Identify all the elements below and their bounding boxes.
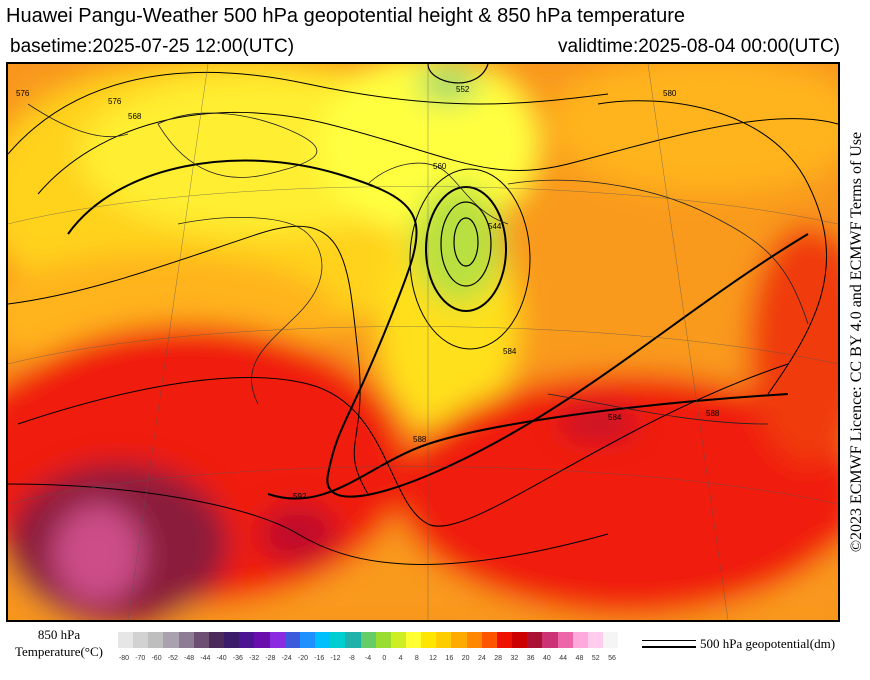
colorbar-tick-label: -70	[135, 655, 146, 662]
colorbar-swatch	[118, 632, 134, 648]
colorbar-tick-label: 56	[608, 655, 616, 662]
colorbar-label: 850 hPa Temperature(°C)	[14, 627, 104, 659]
colorbar-tick-label: -8	[348, 655, 355, 662]
colorbar-tick-label: -48	[184, 655, 195, 662]
colorbar-tick-label: -80	[118, 655, 130, 662]
colorbar-tick-label: 8	[414, 655, 419, 662]
colorbar-swatch	[193, 632, 209, 648]
colorbar-swatch	[148, 632, 164, 648]
contour-label: 576	[16, 89, 30, 98]
weather-map: 552 544 560 568 576 584 588 592 580 576 …	[6, 62, 840, 622]
colorbar-swatch	[542, 632, 558, 648]
contour-label: 584	[503, 347, 517, 356]
colorbar-tick-label: -40	[216, 655, 227, 662]
colorbar-swatch	[239, 632, 255, 648]
contour-label: 552	[456, 85, 470, 94]
colorbar-swatch	[572, 632, 588, 648]
colorbar-tick-label: -20	[297, 655, 308, 662]
colorbar-swatch	[557, 632, 573, 648]
colorbar-tick-label: 12	[429, 655, 437, 662]
colorbar-swatch	[527, 632, 543, 648]
colorbar-swatch	[496, 632, 513, 648]
colorbar-tick-label: -24	[281, 655, 292, 662]
colorbar-swatch	[405, 632, 422, 648]
lat-lon-grid	[8, 64, 838, 620]
colorbar-tick-label: -16	[314, 655, 325, 662]
colorbar-tick-label: 40	[543, 655, 551, 662]
contour-label: 588	[413, 435, 427, 444]
colorbar-tick-label: 28	[494, 655, 503, 662]
colorbar-tick-label: 24	[477, 655, 486, 662]
colorbar-tick-label: 20	[461, 655, 470, 662]
colorbar-swatch	[269, 632, 285, 648]
colorbar-swatch	[436, 632, 452, 648]
temperature-colorbar	[118, 632, 619, 648]
colorbar-swatch	[178, 632, 194, 648]
colorbar-tick-label: 16	[445, 655, 454, 662]
colorbar-tick-label: 4	[398, 655, 403, 662]
colorbar-swatch	[390, 632, 406, 648]
colorbar-swatch	[330, 632, 346, 648]
colorbar-tick-label: -4	[364, 655, 372, 662]
licence-text: ©2023 ECMWF Licence: CC BY 4.0 and ECMWF…	[845, 72, 869, 612]
colorbar-swatch	[451, 632, 467, 648]
geopotential-contours	[8, 64, 838, 565]
colorbar-tick-label: 52	[591, 655, 600, 662]
contour-label: 580	[663, 89, 677, 98]
colorbar-tick-label: -36	[232, 655, 243, 662]
colorbar-swatch	[587, 632, 603, 648]
colorbar-tick-label: -28	[265, 655, 276, 662]
colorbar-swatch	[345, 632, 361, 648]
colorbar-swatch	[299, 632, 316, 648]
colorbar-swatch	[421, 632, 437, 648]
contour-legend-label: 500 hPa geopotential(dm)	[700, 636, 836, 651]
colorbar-swatch	[208, 632, 225, 648]
map-canvas: 552 544 560 568 576 584 588 592 580 576 …	[8, 64, 838, 620]
colorbar-swatch	[284, 632, 300, 648]
colorbar-swatch	[254, 632, 270, 648]
colorbar-swatch	[603, 632, 619, 648]
colorbar-tick-label: -44	[200, 655, 211, 662]
colorbar-swatch	[133, 632, 149, 648]
colorbar-ticks: -80 -70 -60 -52 -48 -44 -40 -36 -32 -28 -24 -20 -16-…	[118, 654, 618, 664]
coastlines	[27, 103, 809, 425]
validtime-label: validtime:2025-08-04 00:00(UTC)	[558, 36, 840, 57]
temperature-field	[8, 64, 838, 620]
colorbar-swatch	[360, 632, 376, 648]
colorbar-swatch	[481, 632, 497, 648]
colorbar-swatch	[512, 632, 528, 648]
contour-label: 568	[128, 112, 142, 121]
chart-title: Huawei Pangu-Weather 500 hPa geopotentia…	[6, 5, 685, 27]
colorbar-swatch	[224, 632, 240, 648]
colorbar-swatch	[375, 632, 391, 648]
contour-label: 560	[433, 162, 447, 171]
colorbar-tick-label: -12	[330, 655, 341, 662]
legend-line-thin	[642, 640, 696, 641]
colorbar-tick-label: -32	[249, 655, 260, 662]
contour-label: 544	[488, 222, 502, 231]
contour-label: 592	[293, 492, 307, 501]
colorbar-tick-label: 0	[382, 655, 387, 662]
colorbar-tick-label: 32	[510, 655, 519, 662]
colorbar-tick-label: 44	[559, 655, 568, 662]
licence-label: ©2023 ECMWF Licence: CC BY 4.0 and ECMWF…	[848, 131, 865, 553]
colorbar-swatch	[163, 632, 179, 648]
contour-label: 588	[706, 409, 720, 418]
basetime-label: basetime:2025-07-25 12:00(UTC)	[10, 36, 295, 57]
colorbar-tick-label: 48	[575, 655, 584, 662]
contour-labels: 552 544 560 568 576 584 588 592 580 576 …	[16, 85, 720, 501]
contour-label: 576	[108, 97, 122, 106]
colorbar-swatch	[466, 632, 482, 648]
contour-label: 584	[608, 413, 622, 422]
colorbar-tick-label: -52	[167, 655, 178, 662]
legend-line-thick	[642, 646, 696, 648]
colorbar-swatch	[315, 632, 331, 648]
colorbar-tick-label: -60	[151, 655, 162, 662]
colorbar-tick-label: 36	[526, 655, 535, 662]
